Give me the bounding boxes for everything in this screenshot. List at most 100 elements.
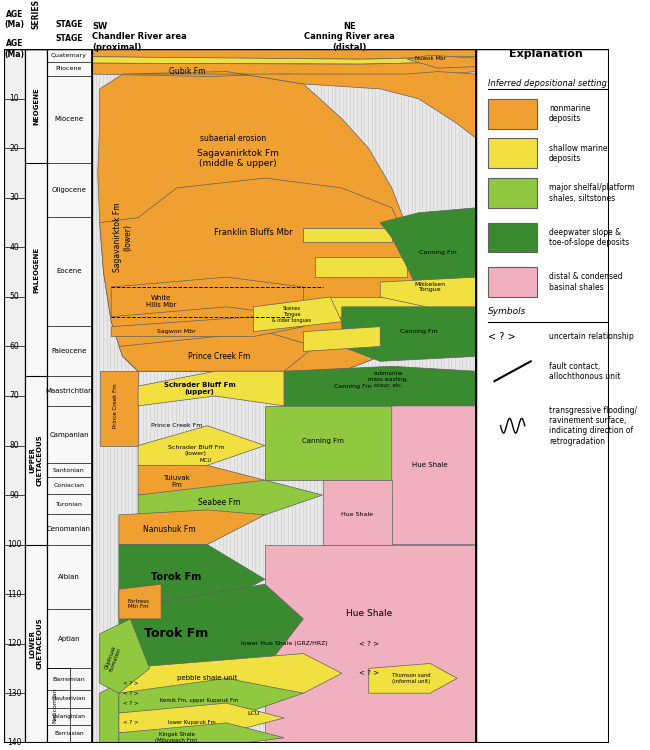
Text: Miocene: Miocene — [55, 116, 84, 122]
Text: Thomson sand
(informal unit): Thomson sand (informal unit) — [392, 673, 430, 684]
Text: PALEOGENE: PALEOGENE — [33, 247, 39, 292]
Text: Berriasian: Berriasian — [54, 731, 84, 736]
Polygon shape — [488, 139, 537, 168]
Text: nonmarine
deposits: nonmarine deposits — [549, 104, 590, 123]
Text: fault contact,
allochthonous unit: fault contact, allochthonous unit — [549, 362, 620, 381]
Text: < ? >: < ? > — [123, 691, 138, 696]
Text: < ? >: < ? > — [123, 721, 138, 725]
Text: Canning Fm: Canning Fm — [400, 329, 437, 334]
Polygon shape — [380, 208, 476, 307]
Text: major shelfal/platform
shales, siltstones: major shelfal/platform shales, siltstone… — [549, 183, 634, 203]
Text: Kemik Fm, upper Kuparuk Fm: Kemik Fm, upper Kuparuk Fm — [161, 698, 239, 703]
Text: Barremian: Barremian — [53, 676, 85, 682]
Polygon shape — [392, 396, 476, 544]
Polygon shape — [369, 664, 457, 693]
Polygon shape — [265, 544, 476, 742]
Polygon shape — [119, 678, 304, 713]
Text: 60: 60 — [10, 342, 20, 351]
Polygon shape — [111, 316, 304, 337]
Text: Tuluvak
Fm: Tuluvak Fm — [163, 476, 190, 488]
Text: Quaternary: Quaternary — [51, 53, 87, 58]
Polygon shape — [99, 683, 119, 742]
Polygon shape — [99, 371, 138, 446]
Polygon shape — [4, 50, 25, 742]
Text: Seabee Fm: Seabee Fm — [198, 498, 240, 507]
Text: 50: 50 — [10, 292, 20, 302]
Polygon shape — [315, 257, 407, 277]
Text: Cenomanian: Cenomanian — [47, 526, 91, 532]
Polygon shape — [304, 227, 392, 242]
Polygon shape — [488, 99, 537, 128]
Text: 130: 130 — [7, 688, 21, 698]
Text: Aptian: Aptian — [58, 636, 81, 642]
Text: Kingak Shale
(Miluveach Fm): Kingak Shale (Miluveach Fm) — [155, 732, 198, 743]
Text: 30: 30 — [10, 194, 20, 202]
Text: Schrader Bluff Fm
(lower): Schrader Bluff Fm (lower) — [168, 445, 224, 456]
Text: Valanginian: Valanginian — [52, 714, 86, 718]
Polygon shape — [304, 327, 380, 352]
Text: STAGE: STAGE — [55, 34, 83, 44]
Text: LCU: LCU — [247, 710, 259, 716]
Polygon shape — [119, 703, 284, 733]
Text: Sagavanirktok Fm
(middle & upper): Sagavanirktok Fm (middle & upper) — [197, 148, 279, 168]
Text: Pliocene: Pliocene — [56, 66, 82, 71]
Polygon shape — [380, 277, 476, 307]
Polygon shape — [119, 544, 265, 609]
Text: submarine
mass wasting,
scour, etc.: submarine mass wasting, scour, etc. — [368, 371, 408, 388]
Text: White
Hills Mbr: White Hills Mbr — [146, 296, 176, 308]
Text: 120: 120 — [7, 639, 21, 648]
Text: Albian: Albian — [58, 574, 80, 580]
Text: shallow marine
deposits: shallow marine deposits — [549, 143, 608, 163]
Polygon shape — [342, 307, 476, 362]
Polygon shape — [488, 178, 537, 208]
Polygon shape — [4, 50, 476, 742]
Text: AGE
(Ma): AGE (Ma) — [5, 10, 25, 29]
Polygon shape — [47, 668, 70, 742]
Text: SW
Chandler River area
(proximal): SW Chandler River area (proximal) — [92, 22, 187, 52]
Text: Franklin Bluffs Mbr: Franklin Bluffs Mbr — [214, 228, 292, 237]
Polygon shape — [92, 50, 476, 742]
Text: Prince Creek Fm: Prince Creek Fm — [151, 423, 202, 428]
Polygon shape — [254, 297, 342, 332]
Polygon shape — [123, 71, 476, 139]
Polygon shape — [138, 465, 265, 495]
Text: Neocomian: Neocomian — [52, 688, 57, 724]
Polygon shape — [25, 50, 47, 742]
Text: Coniacian: Coniacian — [53, 483, 84, 488]
Polygon shape — [98, 71, 426, 371]
Text: uncertain relationship: uncertain relationship — [549, 332, 634, 341]
Text: MCU: MCU — [200, 458, 212, 463]
Text: subaerial erosion: subaerial erosion — [200, 134, 266, 143]
Text: 80: 80 — [10, 441, 20, 450]
Text: Symbols: Symbols — [488, 308, 526, 316]
Text: < ? >: < ? > — [359, 640, 379, 646]
Text: Fortress
Mtn Fm: Fortress Mtn Fm — [127, 598, 149, 610]
Polygon shape — [322, 297, 426, 316]
Text: Explanation: Explanation — [509, 50, 583, 59]
Text: Hue Shale: Hue Shale — [341, 512, 373, 517]
Text: Gubik Fm: Gubik Fm — [169, 67, 205, 76]
Polygon shape — [119, 510, 265, 544]
Text: Canning Fm: Canning Fm — [335, 383, 372, 388]
Polygon shape — [92, 57, 476, 64]
Polygon shape — [119, 653, 342, 693]
Polygon shape — [99, 178, 426, 371]
Text: Staines
Tongue
& older tongues: Staines Tongue & older tongues — [272, 306, 311, 322]
Text: distal & condensed
basinal shales: distal & condensed basinal shales — [549, 272, 623, 292]
Text: AGE
(Ma): AGE (Ma) — [5, 39, 25, 58]
Text: Eocene: Eocene — [57, 268, 82, 274]
Polygon shape — [138, 426, 265, 465]
Polygon shape — [138, 371, 284, 406]
Text: SERIES: SERIES — [31, 0, 40, 29]
Text: 10: 10 — [10, 94, 20, 104]
Polygon shape — [99, 619, 150, 693]
Text: Hue Shale: Hue Shale — [412, 462, 448, 468]
Text: Mikkelsen
Tongue: Mikkelsen Tongue — [415, 282, 446, 292]
Text: Turonian: Turonian — [55, 502, 83, 507]
Polygon shape — [322, 480, 392, 544]
Text: Prince Creek Fm: Prince Creek Fm — [188, 352, 250, 361]
Text: 110: 110 — [7, 590, 21, 598]
Polygon shape — [488, 267, 537, 297]
Text: transgressive flooding/
ravinement surface,
indicating direction of
retrogradati: transgressive flooding/ ravinement surfa… — [549, 406, 637, 445]
Polygon shape — [111, 277, 304, 316]
